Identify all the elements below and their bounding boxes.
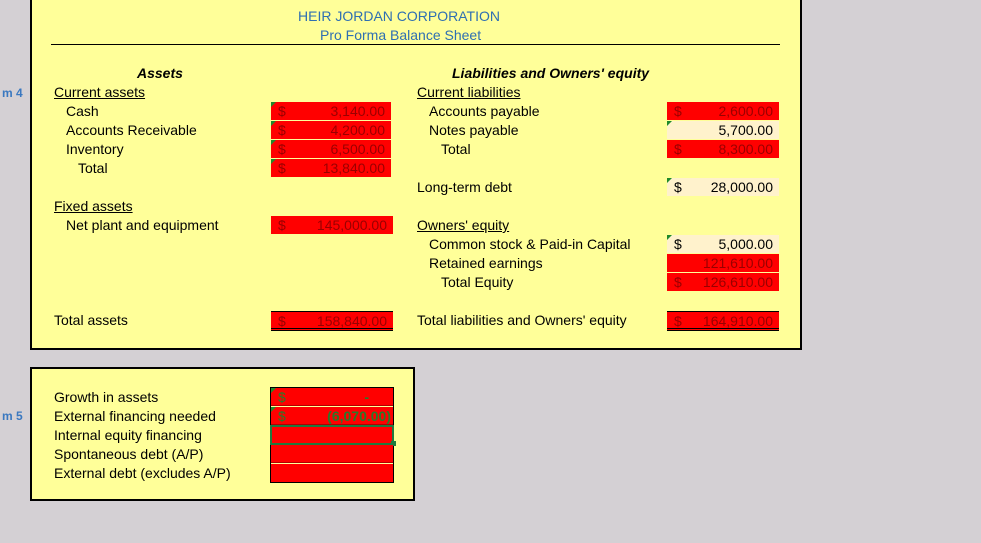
- accounts-receivable-label: Accounts Receivable: [66, 122, 197, 138]
- external-financing-cell[interactable]: $ (6,070.00): [271, 407, 393, 425]
- current-assets-total-label: Total: [78, 160, 108, 176]
- growth-currency: $: [278, 389, 286, 405]
- current-liabilities-label: Current liabilities: [417, 84, 521, 100]
- ap-currency: $: [674, 103, 682, 119]
- common-stock-cell[interactable]: $ 5,000.00: [667, 235, 779, 253]
- current-liabilities-total-label: Total: [441, 141, 471, 157]
- notes-payable-cell[interactable]: 5,700.00: [667, 121, 779, 139]
- efn-value: (6,070.00): [327, 408, 391, 424]
- te-value: 126,610.00: [702, 274, 773, 290]
- re-value: 121,610.00: [702, 255, 773, 271]
- netplant-value: 145,000.00: [316, 217, 387, 233]
- retained-earnings-cell[interactable]: 121,610.00: [667, 254, 779, 272]
- current-assets-total-cell[interactable]: $ 13,840.00: [271, 159, 391, 177]
- total-equity-label: Total Equity: [441, 274, 514, 290]
- cs-currency: $: [674, 236, 682, 252]
- tloe-value: 164,910.00: [702, 313, 773, 329]
- growth-cells-border: [270, 387, 394, 483]
- row-label-m4: m 4: [2, 86, 23, 100]
- growth-value: -: [364, 389, 369, 405]
- growth-in-assets-cell[interactable]: $ -: [271, 388, 393, 406]
- total-liabilities-oe-cell[interactable]: $ 164,910.00: [667, 311, 779, 331]
- external-debt-label: External debt (excludes A/P): [54, 465, 231, 481]
- cl-total-value: 8,300.00: [718, 141, 774, 157]
- company-title: HEIR JORDAN CORPORATION: [298, 8, 500, 24]
- total-assets-label: Total assets: [54, 312, 128, 328]
- netplant-currency: $: [278, 217, 286, 233]
- ar-value: 4,200.00: [330, 122, 386, 138]
- ca-total-currency: $: [278, 160, 286, 176]
- cl-total-currency: $: [674, 141, 682, 157]
- ltd-currency: $: [674, 179, 682, 195]
- spontaneous-debt-label: Spontaneous debt (A/P): [54, 446, 204, 462]
- long-term-debt-label: Long-term debt: [417, 179, 512, 195]
- accounts-payable-label: Accounts payable: [429, 103, 540, 119]
- external-financing-label: External financing needed: [54, 408, 216, 424]
- long-term-debt-cell[interactable]: $ 28,000.00: [667, 178, 779, 196]
- cs-value: 5,000.00: [718, 236, 774, 252]
- fixed-assets-label: Fixed assets: [54, 198, 133, 214]
- internal-equity-cell[interactable]: [270, 425, 394, 445]
- inventory-label: Inventory: [66, 141, 124, 157]
- total-liabilities-oe-label: Total liabilities and Owners' equity: [417, 312, 627, 328]
- internal-equity-label: Internal equity financing: [54, 427, 202, 443]
- total-assets-value: 158,840.00: [316, 313, 387, 329]
- total-assets-cell[interactable]: $ 158,840.00: [271, 311, 393, 331]
- ltd-value: 28,000.00: [710, 179, 773, 195]
- header-divider: [51, 44, 780, 45]
- accounts-receivable-cell[interactable]: $ 4,200.00: [271, 121, 391, 139]
- net-plant-cell[interactable]: $ 145,000.00: [271, 216, 393, 234]
- common-stock-label: Common stock & Paid-in Capital: [429, 236, 631, 252]
- cash-cell[interactable]: $ 3,140.00: [271, 102, 391, 120]
- row-label-m5: m 5: [2, 409, 23, 423]
- total-equity-cell[interactable]: $ 126,610.00: [667, 273, 779, 291]
- assets-heading: Assets: [137, 65, 183, 81]
- inventory-value: 6,500.00: [330, 141, 386, 157]
- accounts-payable-cell[interactable]: $ 2,600.00: [667, 102, 779, 120]
- inventory-currency: $: [278, 141, 286, 157]
- owners-equity-label: Owners' equity: [417, 217, 510, 233]
- ca-total-value: 13,840.00: [322, 160, 385, 176]
- net-plant-label: Net plant and equipment: [66, 217, 219, 233]
- ap-value: 2,600.00: [718, 103, 774, 119]
- ar-currency: $: [278, 122, 286, 138]
- te-currency: $: [674, 274, 682, 290]
- fill-handle[interactable]: [391, 441, 396, 446]
- total-assets-currency: $: [278, 313, 286, 329]
- current-liabilities-total-cell[interactable]: $ 8,300.00: [667, 140, 779, 158]
- liabilities-heading: Liabilities and Owners' equity: [452, 65, 650, 81]
- efn-currency: $: [278, 408, 286, 424]
- np-value: 5,700.00: [718, 122, 774, 138]
- current-assets-label: Current assets: [54, 84, 146, 100]
- cash-currency: $: [278, 103, 286, 119]
- inventory-cell[interactable]: $ 6,500.00: [271, 140, 391, 158]
- sheet-subtitle: Pro Forma Balance Sheet: [320, 27, 482, 43]
- external-debt-cell[interactable]: [271, 464, 393, 482]
- notes-payable-label: Notes payable: [429, 122, 519, 138]
- growth-in-assets-label: Growth in assets: [54, 389, 159, 405]
- cash-value: 3,140.00: [330, 103, 386, 119]
- tloe-currency: $: [674, 313, 682, 329]
- spontaneous-debt-cell[interactable]: [271, 445, 393, 463]
- cash-label: Cash: [66, 103, 99, 119]
- balance-sheet-panel: [30, 0, 802, 350]
- retained-earnings-label: Retained earnings: [429, 255, 543, 271]
